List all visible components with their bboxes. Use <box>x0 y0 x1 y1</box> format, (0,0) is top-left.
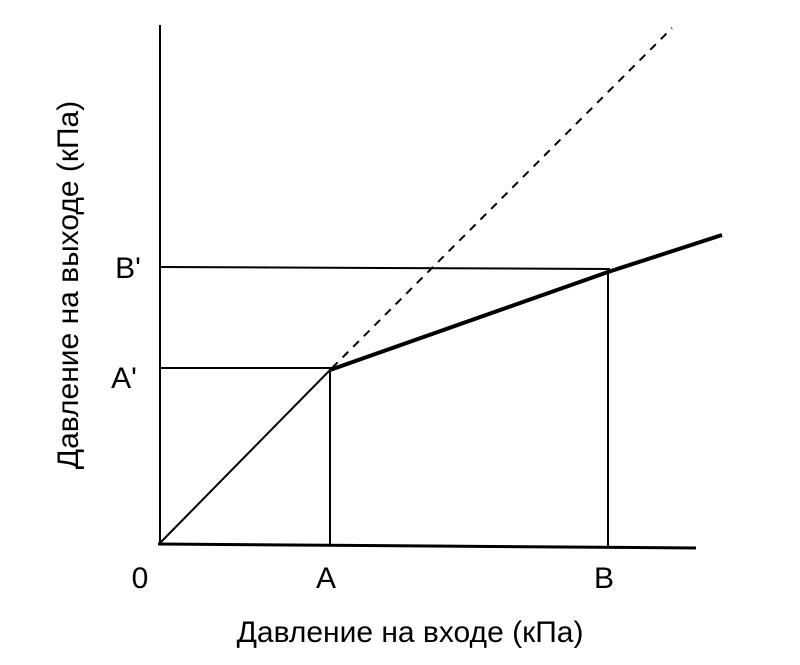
y-axis-title: Давление на выходе (кПа) <box>52 101 85 469</box>
reduced-segment <box>329 233 723 372</box>
linear-segment <box>159 367 333 544</box>
extrapolation <box>331 27 673 369</box>
origin-label: 0 <box>132 562 149 595</box>
x-a-label: A <box>316 562 336 595</box>
y-a-label: A' <box>111 362 137 395</box>
x-axis-title: Давление на входе (кПа) <box>237 616 584 649</box>
y-b-label: B' <box>115 252 141 285</box>
x-b-label: B <box>594 562 614 595</box>
b-prime-guide <box>159 266 611 270</box>
x-axis <box>157 542 697 550</box>
